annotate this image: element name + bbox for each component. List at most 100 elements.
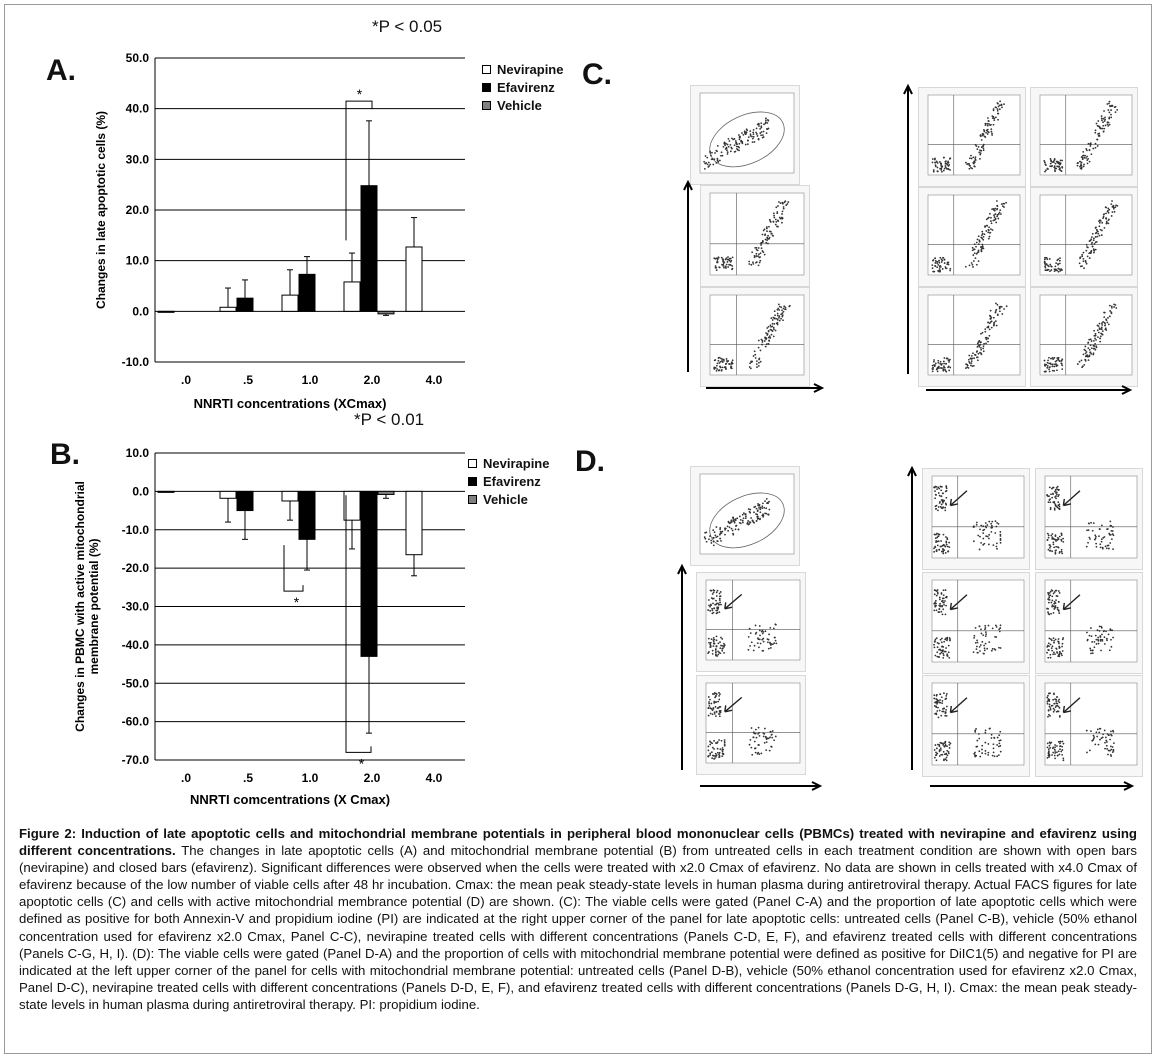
facs-c-f-dot (989, 212, 991, 215)
facs-c-i-dot (1053, 369, 1056, 372)
facs-d-g-dot (1058, 653, 1060, 656)
facs-c-d-dot (997, 105, 1000, 108)
facs-d-i-dot (1100, 737, 1103, 740)
facs-d-b-dot (711, 607, 714, 610)
facs-d-e-dot (1099, 546, 1102, 549)
facs-c-c-dot (713, 367, 716, 370)
facs-c-g-dot (1088, 240, 1091, 242)
facs-d-a-dot (712, 544, 715, 547)
facs-d-h-dot (944, 744, 947, 746)
facs-c-b-dot (772, 220, 775, 223)
facs-d-d-dot (935, 485, 938, 488)
facs-d-b-dot (775, 642, 778, 645)
facs-c-a-dot (752, 128, 755, 131)
facs-d-g-dot (1051, 645, 1054, 648)
facs-c-c-dot (715, 364, 718, 367)
facs-c-c-dot (770, 326, 772, 328)
facs-c-a-dot (760, 131, 763, 133)
facs-c-g-dot (1049, 263, 1052, 266)
facs-d-e-dot (1098, 535, 1100, 538)
facs-c-f-dot (998, 211, 1001, 214)
facs-d-f-dot (982, 634, 985, 637)
facs-c-d-dot (968, 164, 971, 167)
facs-c-c-dot (767, 336, 770, 339)
facs-d-g-dot (1048, 596, 1051, 599)
facs-c-d-dot (991, 134, 994, 136)
facs-d-e-dot (1060, 548, 1063, 551)
facs-d-c-dot (757, 733, 759, 735)
facs-d-a-dot (767, 513, 769, 516)
facs-d-b-dot (753, 644, 756, 647)
facs-d-g-dot (1046, 651, 1049, 654)
facs-d-e-dot (1087, 522, 1090, 525)
facs-c-h-dot (980, 346, 982, 349)
facs-d-g-dot (1047, 601, 1050, 604)
facs-d-a-dot (705, 540, 708, 543)
facs-d-f-dot (942, 594, 945, 597)
facs-d-e (1035, 468, 1143, 570)
facs-c-f-dot (971, 249, 974, 252)
facs-d-f-dot (942, 654, 945, 657)
facs-d-d-dot (934, 545, 937, 548)
facs-c-h-dot (976, 342, 979, 345)
facs-c-h-dot (996, 313, 999, 316)
facs-d-h-dot (984, 729, 987, 732)
facs-c-a-dot (749, 134, 752, 137)
facs-d-e-dot (1049, 508, 1052, 511)
facs-d-d-dot (985, 526, 988, 529)
facs-d-b-dot (723, 644, 726, 647)
facs-d-h-dot (942, 750, 945, 753)
facs-c-e-dot (1049, 162, 1052, 165)
facs-c-b-dot (714, 257, 717, 260)
facs-c-i-dot (1053, 356, 1056, 359)
facs-d-b-dot (715, 654, 717, 657)
facs-d-a-dot (759, 511, 762, 514)
facs-c-d-dot (979, 134, 982, 136)
facs-c-a-dot (760, 134, 762, 137)
facs-d-a-dot (756, 515, 759, 518)
facs-c-b-dot (781, 221, 783, 224)
facs-d-c-dot (716, 747, 719, 750)
facs-d-g-dot (1054, 589, 1057, 592)
facs-c-h-dot (969, 364, 972, 367)
facs-d-e-dot (1111, 533, 1114, 535)
facs-c-i-dot (1061, 364, 1064, 367)
facs-d-d-dot (990, 526, 993, 529)
facs-c-i-dot (1090, 352, 1093, 355)
facs-c-c-dot (714, 359, 717, 361)
facs-d-a-dot (703, 536, 706, 539)
facs-c-a-dot (752, 131, 755, 134)
facs-c-e-plot-area (1039, 94, 1133, 176)
facs-d-f-dot (941, 599, 944, 602)
facs-d-g-dot (1052, 611, 1055, 614)
facs-c-i-dot (1084, 352, 1087, 355)
facs-d-i-dot (1101, 736, 1104, 739)
facs-c-b-dot (755, 246, 758, 249)
facs-c-i-dot (1094, 334, 1097, 337)
facs-c-f-dot (977, 249, 980, 252)
facs-d-b-dot (707, 637, 710, 640)
facs-c-a-dot (766, 118, 769, 121)
facs-d-c-dot (710, 702, 713, 705)
facs-d-f-dot (944, 613, 947, 616)
facs-c-a-dot (759, 127, 762, 130)
facs-c-i-dot (1081, 365, 1084, 368)
facs-d-e-dot (1095, 542, 1098, 545)
facs-d-c-dot (770, 733, 773, 736)
facs-c-g-dot (1113, 210, 1116, 213)
facs-c-e-dot (1080, 164, 1083, 167)
facs-d-f-dot (949, 639, 951, 642)
facs-c-h-dot (974, 354, 977, 356)
facs-c-d-dot (986, 128, 989, 131)
facs-d-d-dot (940, 495, 943, 498)
facs-d-f-dot (949, 638, 951, 641)
facs-d-axes-right-x-head (1123, 781, 1135, 791)
facs-d-h-dot (941, 753, 944, 756)
facs-c-d-dot (990, 130, 993, 133)
facs-d-f-dot (984, 631, 987, 634)
facs-d-h-dot (945, 714, 948, 717)
facs-c-c-dot (772, 326, 775, 329)
facs-c-g-dot (1094, 236, 1097, 238)
facs-c-b-dot (724, 265, 727, 268)
facs-c-d-dot (987, 120, 990, 122)
